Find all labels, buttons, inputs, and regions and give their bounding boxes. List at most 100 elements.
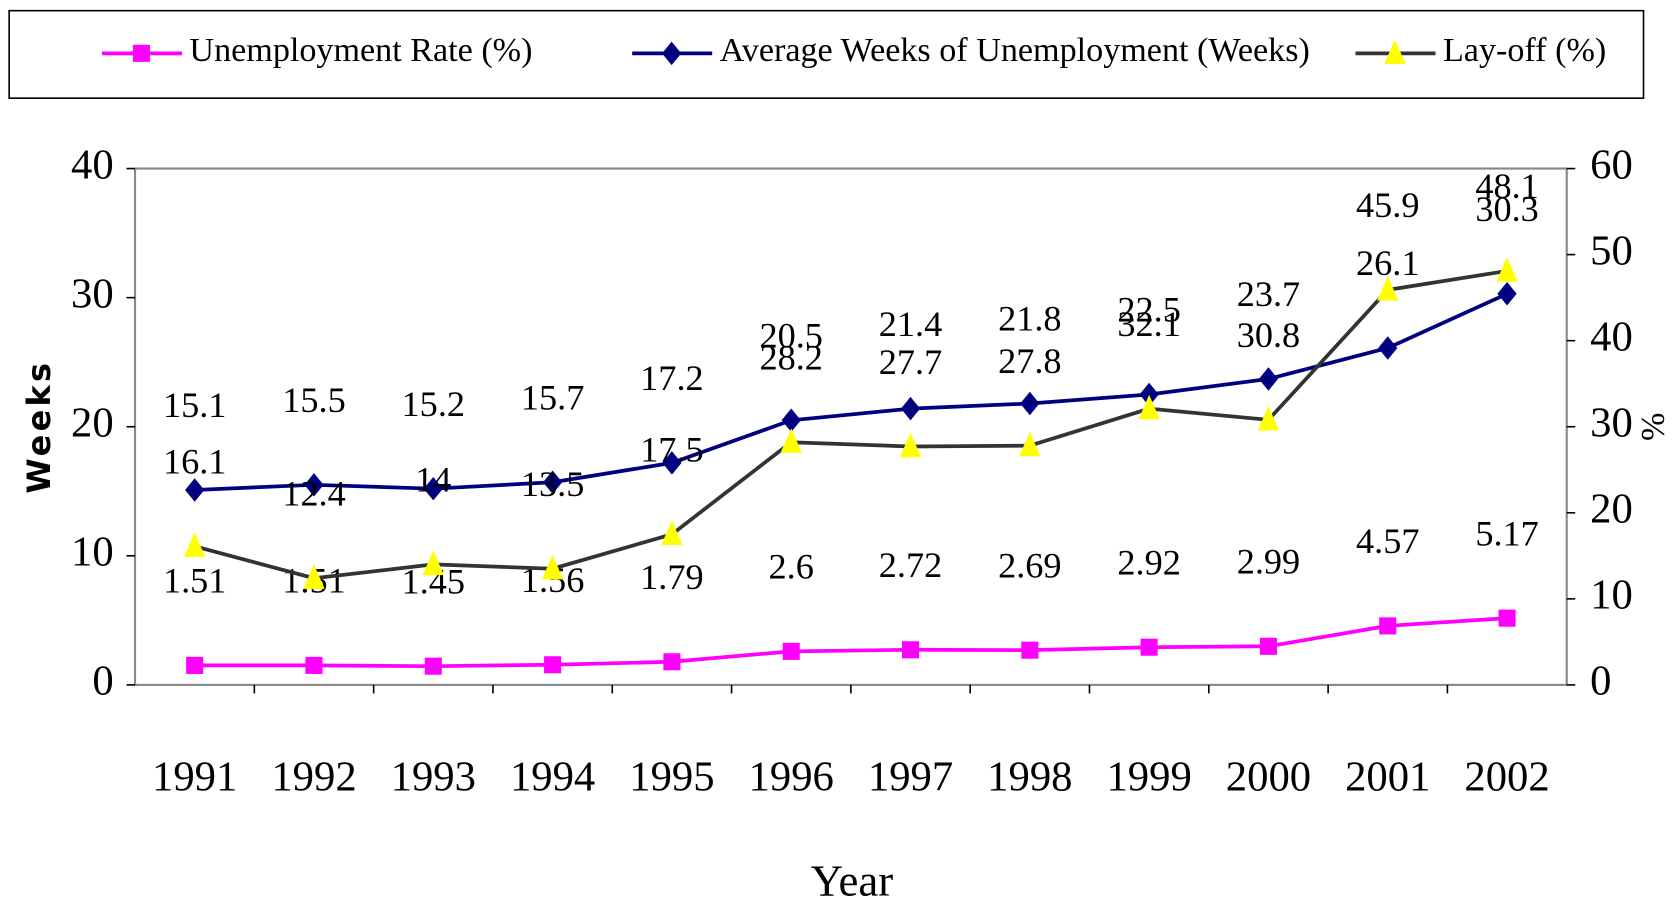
data-label: 14 — [415, 460, 451, 500]
y-tick-label: 30 — [71, 270, 114, 317]
point — [422, 550, 444, 576]
point — [185, 478, 205, 502]
point — [1377, 276, 1399, 301]
legend-marker — [132, 44, 150, 62]
data-label: 17.5 — [640, 430, 703, 470]
x-tick-label: 2000 — [1226, 754, 1311, 801]
point — [901, 641, 920, 659]
y-tick-label: 0 — [92, 658, 113, 705]
x-tick-label: 1996 — [749, 754, 834, 801]
point — [1498, 609, 1516, 627]
x-tick-label: 1998 — [987, 754, 1072, 801]
data-label: 2.92 — [1117, 542, 1180, 582]
data-label: 21.8 — [998, 299, 1061, 339]
data-label: 23.7 — [1237, 274, 1300, 314]
data-label: 2.99 — [1237, 542, 1300, 582]
x-axis-label: Year — [811, 856, 894, 906]
data-label: 22.5 — [1117, 290, 1180, 330]
x-tick-label: 1993 — [391, 754, 476, 801]
data-label: 32.1 — [1117, 304, 1180, 344]
y2-tick-label: 10 — [1590, 572, 1633, 619]
point — [780, 428, 802, 453]
point — [186, 656, 204, 674]
y-tick-label: 10 — [71, 529, 114, 576]
x-tick-label: 1991 — [152, 754, 237, 801]
point — [1019, 431, 1041, 457]
data-label: 17.2 — [640, 358, 703, 398]
y2-axis-label: % — [1635, 413, 1672, 441]
data-label: 15.5 — [282, 380, 345, 420]
y-tick-label: 20 — [71, 400, 114, 447]
y2-tick-label: 40 — [1590, 313, 1633, 360]
point — [900, 396, 921, 421]
point — [661, 520, 683, 545]
point — [304, 473, 324, 497]
point — [541, 554, 564, 580]
data-label: 2.69 — [998, 545, 1061, 585]
y-axis-label: Weeks — [20, 360, 58, 494]
point — [423, 476, 443, 501]
data-label: 1.51 — [163, 561, 226, 601]
point — [305, 656, 323, 674]
x-tick-label: 2001 — [1345, 754, 1430, 801]
point — [782, 642, 800, 660]
data-label: 28.2 — [759, 337, 822, 377]
point — [1496, 257, 1518, 282]
point — [424, 657, 442, 675]
point — [1379, 617, 1397, 635]
x-tick-label: 1999 — [1106, 754, 1191, 801]
point — [1140, 638, 1158, 656]
legend-marker — [1384, 39, 1406, 65]
data-label: 30.8 — [1237, 315, 1300, 355]
series-line — [194, 292, 1508, 492]
legend-marker — [662, 41, 682, 66]
data-label: 16.1 — [163, 442, 226, 482]
data-label: 27.8 — [998, 341, 1061, 381]
point — [1259, 637, 1277, 655]
x-tick-label: 1994 — [510, 754, 595, 801]
point — [1258, 367, 1279, 391]
data-label: 20.5 — [759, 316, 822, 356]
point — [1139, 382, 1159, 407]
point — [663, 653, 681, 671]
x-tick-label: 2002 — [1464, 754, 1549, 801]
data-label: 27.7 — [879, 342, 942, 382]
series-line — [194, 616, 1508, 669]
data-label: 15.1 — [163, 385, 226, 425]
y2-tick-label: 30 — [1590, 400, 1633, 447]
data-label: 45.9 — [1356, 185, 1419, 225]
legend-label: Lay-off (%) — [1443, 32, 1606, 69]
data-label: 12.4 — [282, 473, 345, 513]
point — [1021, 641, 1039, 659]
data-label: 2.72 — [879, 545, 942, 585]
legend-label: Unemployment Rate (%) — [189, 32, 532, 69]
point — [1138, 394, 1160, 420]
point — [1497, 282, 1517, 306]
data-label: 5.17 — [1475, 513, 1538, 553]
point — [303, 564, 325, 589]
data-label: 21.4 — [879, 304, 942, 344]
y2-tick-label: 20 — [1590, 486, 1633, 533]
y2-tick-label: 60 — [1590, 141, 1633, 188]
point — [899, 432, 922, 458]
point — [1257, 405, 1280, 431]
data-label: 48.1 — [1475, 166, 1538, 206]
point — [781, 408, 801, 433]
plot-frame — [133, 167, 1568, 686]
data-label: 4.57 — [1356, 521, 1419, 561]
legend-label: Average Weeks of Unemployment (Weeks) — [720, 32, 1310, 69]
data-label: 30.3 — [1475, 189, 1538, 229]
x-tick-label: 1997 — [868, 754, 953, 801]
data-label: 15.2 — [402, 384, 465, 424]
data-label: 1.79 — [640, 557, 703, 597]
x-tick-label: 1995 — [629, 754, 714, 801]
series-line — [194, 269, 1508, 581]
point — [543, 470, 563, 494]
data-label: 13.5 — [521, 464, 584, 504]
data-label: 2.6 — [769, 547, 814, 587]
y2-tick-label: 0 — [1590, 658, 1611, 705]
y-tick-label: 40 — [71, 141, 114, 188]
x-tick-label: 1992 — [271, 754, 356, 801]
data-label: 15.7 — [521, 377, 584, 417]
